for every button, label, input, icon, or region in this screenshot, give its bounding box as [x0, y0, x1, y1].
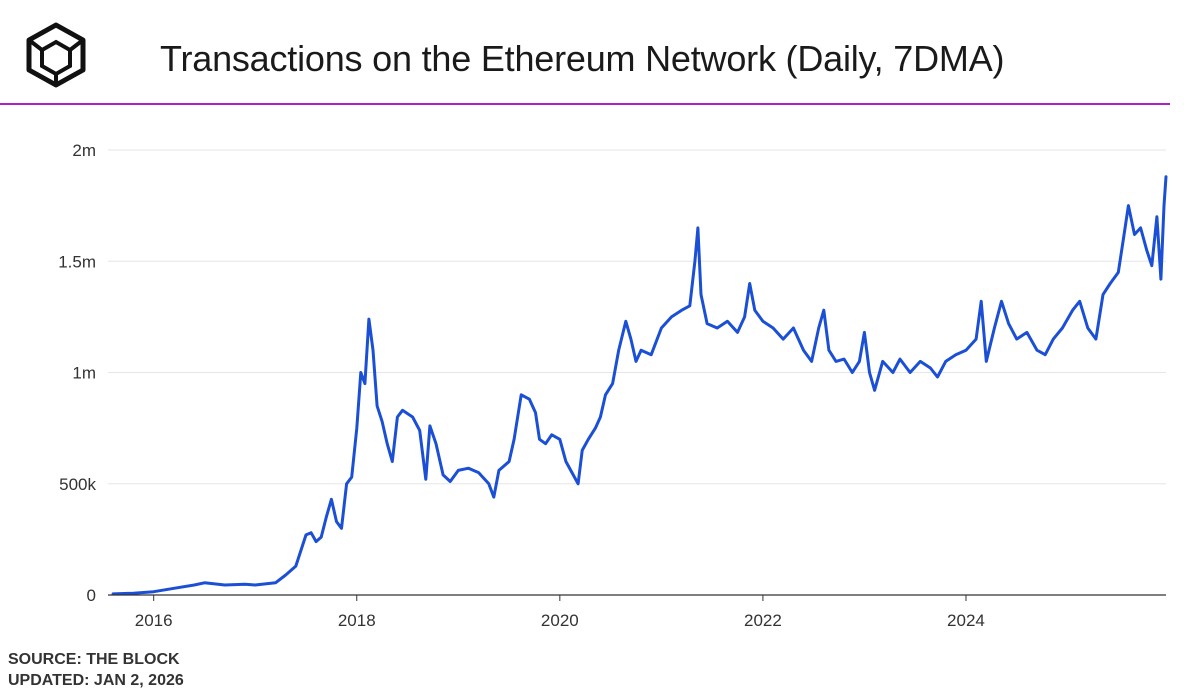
x-axis-ticks: 2016 2018 2020 2022 2024 [135, 595, 985, 630]
chart-title: Transactions on the Ethereum Network (Da… [160, 38, 1005, 79]
y-tick-label: 1m [72, 364, 96, 383]
gridlines [108, 149, 1166, 485]
y-tick-label: 0 [87, 586, 96, 605]
y-tick-label: 500k [59, 475, 96, 494]
y-tick-label: 2m [72, 141, 96, 160]
series-line-transactions [111, 175, 1168, 596]
x-tick-label: 2018 [338, 611, 376, 630]
title-divider [0, 103, 1170, 105]
updated-note: UPDATED: JAN 2, 2026 [8, 672, 184, 689]
chart-area: 0 500k 1m 1.5m 2m 2016 2018 2020 2022 2024 [58, 141, 1168, 630]
x-tick-label: 2022 [744, 611, 782, 630]
source-note: SOURCE: THE BLOCK [8, 651, 180, 668]
y-tick-label: 1.5m [58, 252, 96, 271]
x-tick-label: 2020 [541, 611, 579, 630]
y-axis-ticks: 0 500k 1m 1.5m 2m [58, 141, 96, 605]
the-block-logo-icon [26, 22, 86, 88]
x-tick-label: 2016 [135, 611, 173, 630]
x-tick-label: 2024 [947, 611, 985, 630]
